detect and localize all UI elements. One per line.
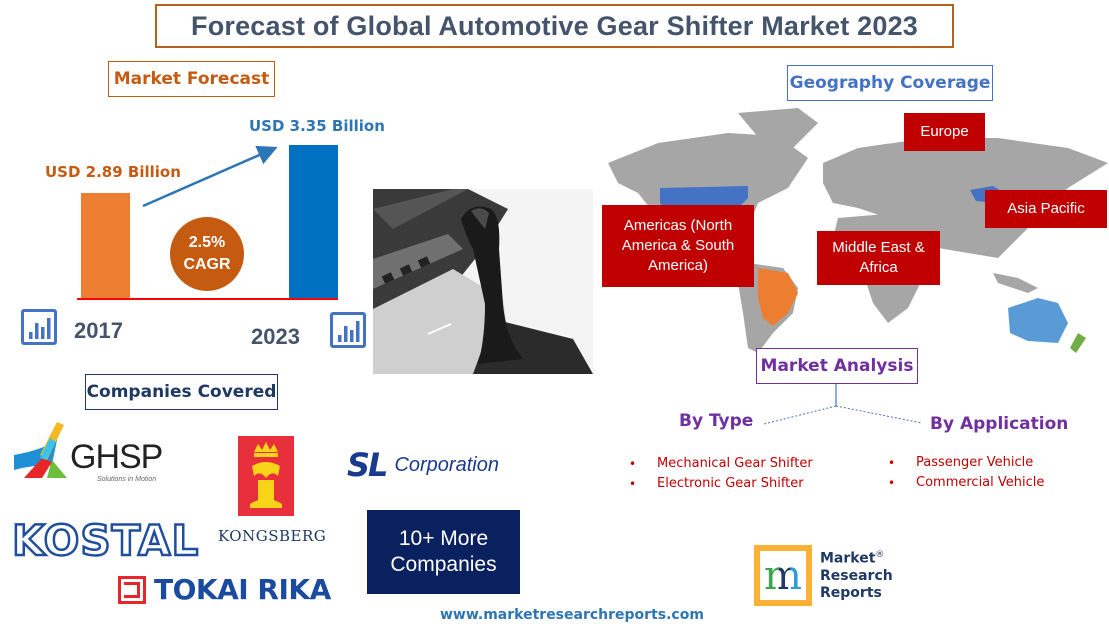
geography-coverage-heading: Geography Coverage (787, 65, 993, 101)
logo-sl-corporation: SL Corporation (347, 446, 499, 484)
bar-2017-value-label: USD 2.89 Billion (45, 163, 181, 181)
ghsp-swoosh-icon (14, 422, 67, 478)
website-link[interactable]: www.marketresearchreports.com (440, 607, 704, 623)
bar-chart-icon (21, 309, 57, 345)
bar-2023-value-label: USD 3.35 Billion (249, 117, 385, 135)
kongsberg-emblem-icon (238, 436, 294, 516)
bar-chart-icon (330, 312, 366, 348)
year-start-label: 2017 (74, 318, 123, 343)
tokai-rika-mark-icon (118, 575, 146, 604)
page-title: Forecast of Global Automotive Gear Shift… (155, 4, 954, 48)
mrr-brand-line2: Research (820, 567, 893, 584)
by-application-list: Passenger Vehicle Commercial Vehicle (888, 453, 1044, 493)
logo-ghsp: GHSP Solutions in Motion (12, 420, 182, 492)
by-application-heading: By Application (930, 414, 1069, 434)
more-companies-line2: Companies (390, 553, 497, 576)
registered-mark: ® (875, 550, 885, 560)
gear-shifter-photo (373, 189, 593, 374)
region-europe: Europe (904, 113, 985, 151)
mrr-logo-mark-icon: m (754, 545, 812, 606)
bar-2017 (81, 193, 130, 298)
sl-logo-mark: SL (347, 446, 388, 484)
ghsp-tagline: Solutions in Motion (97, 476, 157, 483)
kostal-logo-text: KOSTAL (11, 515, 200, 567)
cagr-value: 2.5% (188, 234, 226, 251)
cagr-badge: 2.5% CAGR (170, 217, 244, 291)
region-americas: Americas (North America & South America) (602, 205, 754, 287)
by-type-heading: By Type (679, 411, 754, 431)
more-companies-box: 10+ More Companies (367, 510, 520, 594)
growth-arrow-icon (142, 145, 278, 208)
list-item: Passenger Vehicle (888, 453, 1044, 473)
cagr-label: CAGR (183, 256, 231, 273)
mrr-logo-letter: m (764, 552, 802, 599)
market-analysis-heading: Market Analysis (756, 348, 918, 384)
chart-baseline (77, 298, 338, 300)
kongsberg-logo-text: KONGSBERG (218, 527, 327, 545)
by-type-list: Mechanical Gear Shifter Electronic Gear … (629, 454, 813, 494)
list-item: Mechanical Gear Shifter (629, 454, 813, 474)
region-middle-east-africa: Middle East & Africa (817, 231, 940, 285)
page-title-text: Forecast of Global Automotive Gear Shift… (191, 10, 918, 41)
bar-2023 (289, 145, 338, 298)
ghsp-logo-text: GHSP (70, 438, 163, 476)
year-end-label: 2023 (251, 324, 300, 349)
list-item: Electronic Gear Shifter (629, 474, 813, 494)
analysis-connector (763, 384, 923, 425)
mrr-brand-line3: Reports (820, 584, 882, 601)
companies-covered-heading: Companies Covered (85, 374, 278, 410)
list-item: Commercial Vehicle (888, 473, 1044, 493)
region-asia-pacific: Asia Pacific (985, 190, 1107, 228)
market-forecast-heading: Market Forecast (108, 61, 275, 97)
sl-logo-suffix: Corporation (394, 453, 499, 476)
mrr-brand-name: Market® Research Reports (820, 547, 893, 602)
logo-tokai-rika: TOKAI RIKA (118, 573, 331, 606)
more-companies-line1: 10+ More (398, 527, 489, 550)
tokai-rika-logo-text: TOKAI RIKA (154, 573, 331, 606)
mrr-brand-line1: Market (820, 550, 876, 567)
